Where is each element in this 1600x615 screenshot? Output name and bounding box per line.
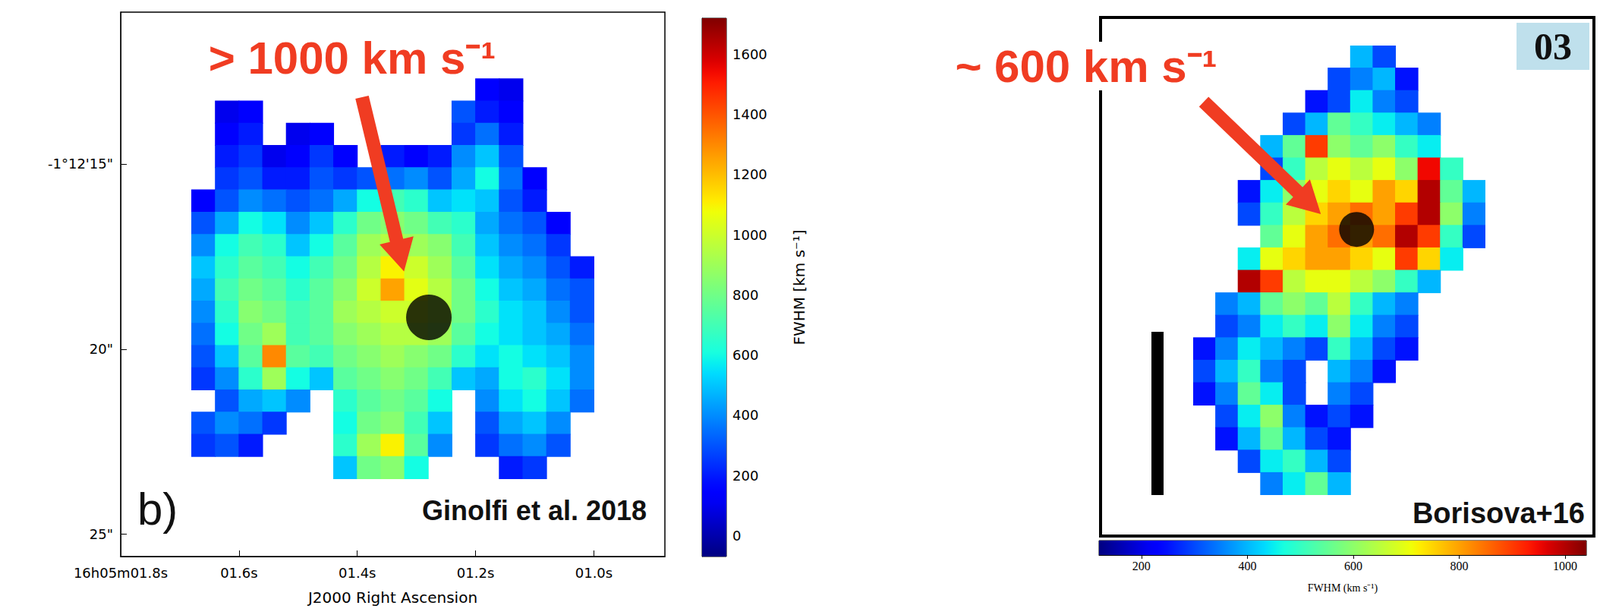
svg-text:800: 800 — [732, 286, 759, 303]
svg-text:b): b) — [137, 483, 178, 535]
svg-text:> 1000 km s⁻¹: > 1000 km s⁻¹ — [208, 32, 497, 84]
svg-text:03: 03 — [1533, 25, 1572, 68]
svg-text:20": 20" — [89, 340, 114, 357]
svg-text:Borisova+16: Borisova+16 — [1412, 497, 1585, 530]
svg-text:1000: 1000 — [1552, 559, 1578, 573]
svg-text:1200: 1200 — [732, 166, 768, 183]
svg-text:200: 200 — [732, 467, 759, 484]
svg-text:200: 200 — [1132, 559, 1151, 573]
svg-text:400: 400 — [732, 406, 759, 423]
svg-text:25": 25" — [89, 525, 114, 542]
svg-text:01.4s: 01.4s — [338, 564, 376, 581]
svg-text:FWHM [km s⁻¹]: FWHM [km s⁻¹] — [790, 229, 809, 346]
svg-text:1600: 1600 — [732, 46, 768, 63]
svg-text:0: 0 — [732, 527, 741, 544]
svg-text:600: 600 — [1344, 559, 1363, 573]
svg-text:01.2s: 01.2s — [456, 564, 495, 581]
svg-text:400: 400 — [1237, 559, 1257, 573]
svg-text:~ 600 km s⁻¹: ~ 600 km s⁻¹ — [954, 40, 1217, 92]
svg-text:J2000 Right Ascension: J2000 Right Ascension — [306, 588, 478, 607]
svg-text:1400: 1400 — [732, 106, 768, 123]
svg-text:1000: 1000 — [732, 226, 768, 243]
svg-text:800: 800 — [1450, 559, 1469, 573]
svg-text:01.6s: 01.6s — [220, 564, 258, 581]
svg-text:600: 600 — [732, 346, 759, 363]
svg-text:-1°12'15": -1°12'15" — [47, 155, 114, 172]
svg-text:Ginolfi et al. 2018: Ginolfi et al. 2018 — [422, 494, 647, 526]
svg-text:01.0s: 01.0s — [575, 564, 613, 581]
svg-text:FWHM (km s⁻¹): FWHM (km s⁻¹) — [1307, 582, 1379, 595]
svg-text:16h05m01.8s: 16h05m01.8s — [73, 564, 168, 581]
